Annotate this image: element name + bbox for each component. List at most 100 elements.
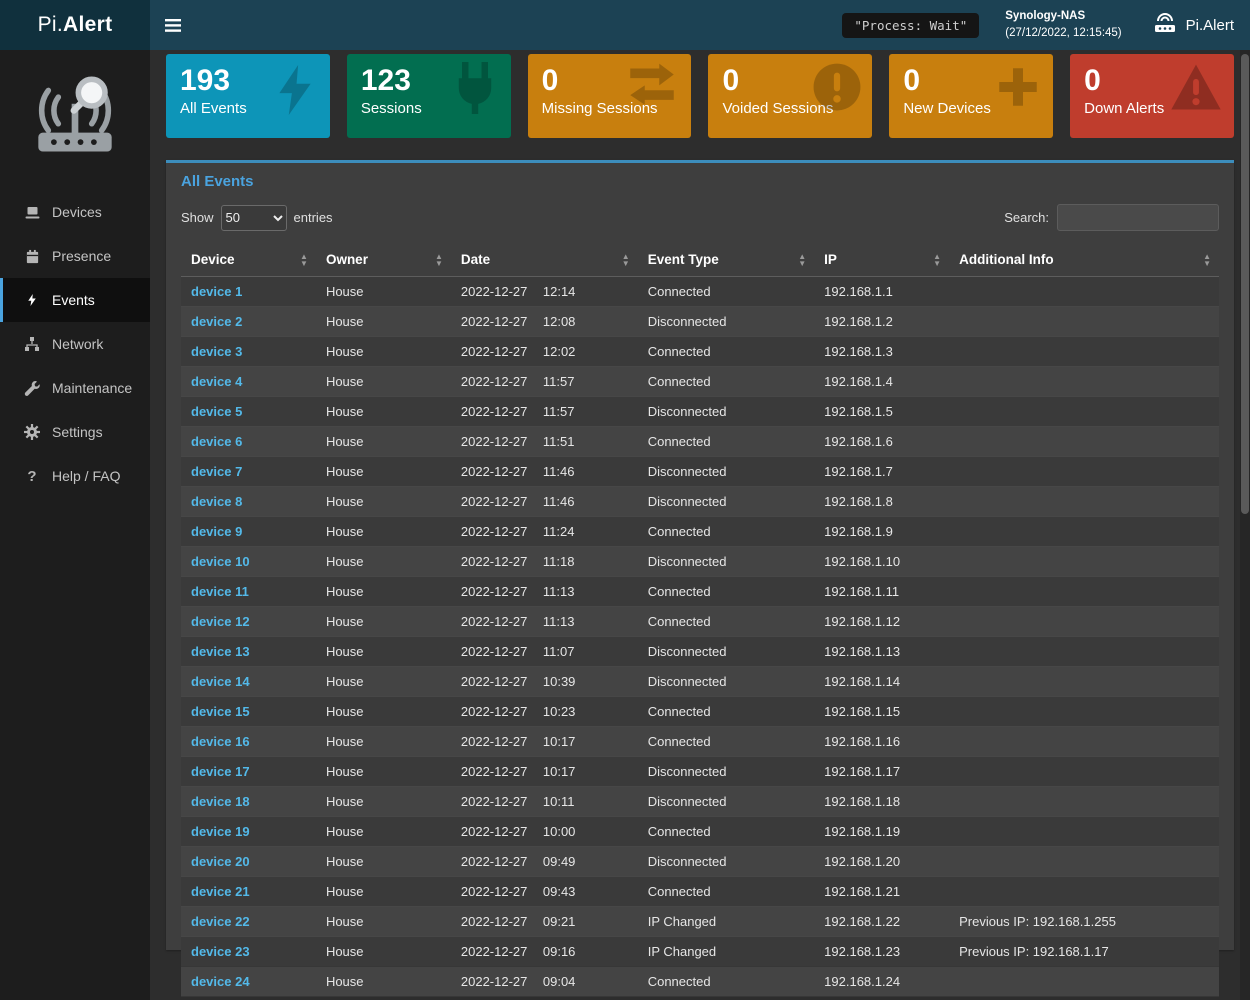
device-link[interactable]: device 22	[191, 914, 250, 929]
device-link[interactable]: device 7	[191, 464, 243, 479]
sidebar-item-help[interactable]: ? Help / FAQ	[0, 454, 150, 498]
device-link[interactable]: device 4	[191, 374, 243, 389]
device-link[interactable]: device 3	[191, 344, 243, 359]
entries-label: entries	[293, 210, 333, 225]
device-link[interactable]: device 18	[191, 794, 250, 809]
page-length-select[interactable]: 50	[220, 204, 287, 231]
device-cell: device 23	[181, 936, 316, 967]
table-row: device 17 House 2022-12-27 10:17 Disconnecte…	[181, 756, 1219, 787]
device-link[interactable]: device 13	[191, 644, 250, 659]
device-link[interactable]: device 5	[191, 404, 243, 419]
ip-cell: 192.168.1.24	[814, 966, 950, 997]
sidebar-item-events[interactable]: Events	[0, 278, 150, 322]
column-header-owner[interactable]: Owner ▲ ▼	[315, 243, 451, 277]
device-link[interactable]: device 12	[191, 614, 250, 629]
date-cell: 2022-12-27 12:14	[450, 276, 638, 307]
card-value: 193	[180, 64, 231, 97]
sidebar-item-presence[interactable]: Presence	[0, 234, 150, 278]
device-cell: device 7	[181, 456, 316, 487]
scrollbar-thumb[interactable]	[1241, 54, 1249, 514]
device-cell: device 3	[181, 336, 316, 367]
additional-info-cell	[949, 366, 1219, 397]
owner-cell: House	[315, 426, 451, 457]
device-link[interactable]: device 10	[191, 554, 250, 569]
date-cell: 2022-12-27 09:49	[450, 846, 638, 877]
table-row: device 16 House 2022-12-27 10:17 Connected 19…	[181, 726, 1219, 757]
column-header-event-type[interactable]: Event Type ▲ ▼	[637, 243, 815, 277]
column-header-device[interactable]: Device ▲ ▼	[181, 243, 316, 277]
device-link[interactable]: device 20	[191, 854, 250, 869]
sidebar-item-network[interactable]: Network	[0, 322, 150, 366]
additional-info-cell	[949, 336, 1219, 367]
table-header-row: Device ▲ ▼ Owner ▲ ▼ Date ▲ ▼ Event Type ▲ ▼ IP ▲…	[181, 243, 1219, 277]
event-type-cell: Connected	[637, 696, 815, 727]
event-type-cell: IP Changed	[637, 936, 815, 967]
sort-icon: ▲ ▼	[621, 251, 630, 268]
gear-icon	[23, 424, 41, 440]
card-new-devices[interactable]: 0 New Devices	[889, 54, 1054, 138]
table-row: device 13 House 2022-12-27 11:07 Disconnecte…	[181, 636, 1219, 667]
page-scrollbar[interactable]	[1240, 50, 1250, 1000]
events-table: Device ▲ ▼ Owner ▲ ▼ Date ▲ ▼ Event Type ▲ ▼ IP ▲…	[181, 243, 1219, 997]
owner-cell: House	[315, 336, 451, 367]
column-header-ip[interactable]: IP ▲ ▼	[814, 243, 950, 277]
table-row: device 11 House 2022-12-27 11:13 Connected 19…	[181, 576, 1219, 607]
sidebar-toggle-button[interactable]	[150, 0, 196, 50]
sidebar-item-devices[interactable]: Devices	[0, 190, 150, 234]
table-row: device 18 House 2022-12-27 10:11 Disconnecte…	[181, 786, 1219, 817]
process-status-badge[interactable]: "Process: Wait"	[842, 12, 980, 38]
table-row: device 9 House 2022-12-27 11:24 Connected 192…	[181, 516, 1219, 547]
device-link[interactable]: device 1	[191, 284, 243, 299]
device-link[interactable]: device 17	[191, 764, 250, 779]
card-down-alerts[interactable]: 0 Down Alerts	[1070, 54, 1234, 138]
device-cell: device 19	[181, 816, 316, 847]
device-link[interactable]: device 6	[191, 434, 243, 449]
device-cell: device 13	[181, 636, 316, 667]
device-link[interactable]: device 2	[191, 314, 243, 329]
pialert-logo-icon	[1152, 12, 1178, 38]
device-cell: device 4	[181, 366, 316, 397]
event-type-cell: Connected	[637, 966, 815, 997]
plug-icon	[449, 62, 501, 114]
device-link[interactable]: device 8	[191, 494, 243, 509]
device-link[interactable]: device 9	[191, 524, 243, 539]
panel-title: All Events	[181, 173, 254, 190]
card-label: New Devices	[903, 100, 991, 117]
device-link[interactable]: device 16	[191, 734, 250, 749]
sidebar-item-maintenance[interactable]: Maintenance	[0, 366, 150, 410]
device-link[interactable]: device 15	[191, 704, 250, 719]
owner-cell: House	[315, 696, 451, 727]
column-header-date[interactable]: Date ▲ ▼	[450, 243, 638, 277]
date-cell: 2022-12-27 11:51	[450, 426, 638, 457]
card-all-events[interactable]: 193 All Events	[166, 54, 330, 138]
card-voided-sessions[interactable]: 0 Voided Sessions	[708, 54, 873, 138]
device-link[interactable]: device 19	[191, 824, 250, 839]
device-cell: device 21	[181, 876, 316, 907]
event-type-cell: Disconnected	[637, 636, 815, 667]
event-type-cell: Connected	[637, 576, 815, 607]
event-type-cell: Disconnected	[637, 756, 815, 787]
summary-cards: 193 All Events 123 Sessions 0 Missing Se…	[166, 54, 1234, 138]
date-cell: 2022-12-27 11:24	[450, 516, 638, 547]
device-link[interactable]: device 24	[191, 974, 250, 989]
owner-cell: House	[315, 816, 451, 847]
search-input[interactable]	[1057, 204, 1219, 231]
date-cell: 2022-12-27 11:46	[450, 486, 638, 517]
event-type-cell: Connected	[637, 426, 815, 457]
device-link[interactable]: device 14	[191, 674, 250, 689]
device-link[interactable]: device 21	[191, 884, 250, 899]
card-sessions[interactable]: 123 Sessions	[346, 54, 511, 138]
column-header-additional-info[interactable]: Additional Info ▲ ▼	[949, 243, 1219, 277]
sidebar-item-settings[interactable]: Settings	[0, 410, 150, 454]
owner-cell: House	[315, 636, 451, 667]
card-missing-sessions[interactable]: 0 Missing Sessions	[527, 54, 692, 138]
exchange-arrows-icon	[623, 62, 681, 104]
date-cell: 2022-12-27 10:17	[450, 726, 638, 757]
date-cell: 2022-12-27 11:13	[450, 606, 638, 637]
event-type-cell: Disconnected	[637, 546, 815, 577]
event-type-cell: Disconnected	[637, 666, 815, 697]
device-link[interactable]: device 11	[191, 584, 249, 599]
device-link[interactable]: device 23	[191, 944, 250, 959]
additional-info-cell	[949, 876, 1219, 907]
card-value: 0	[1084, 64, 1101, 97]
